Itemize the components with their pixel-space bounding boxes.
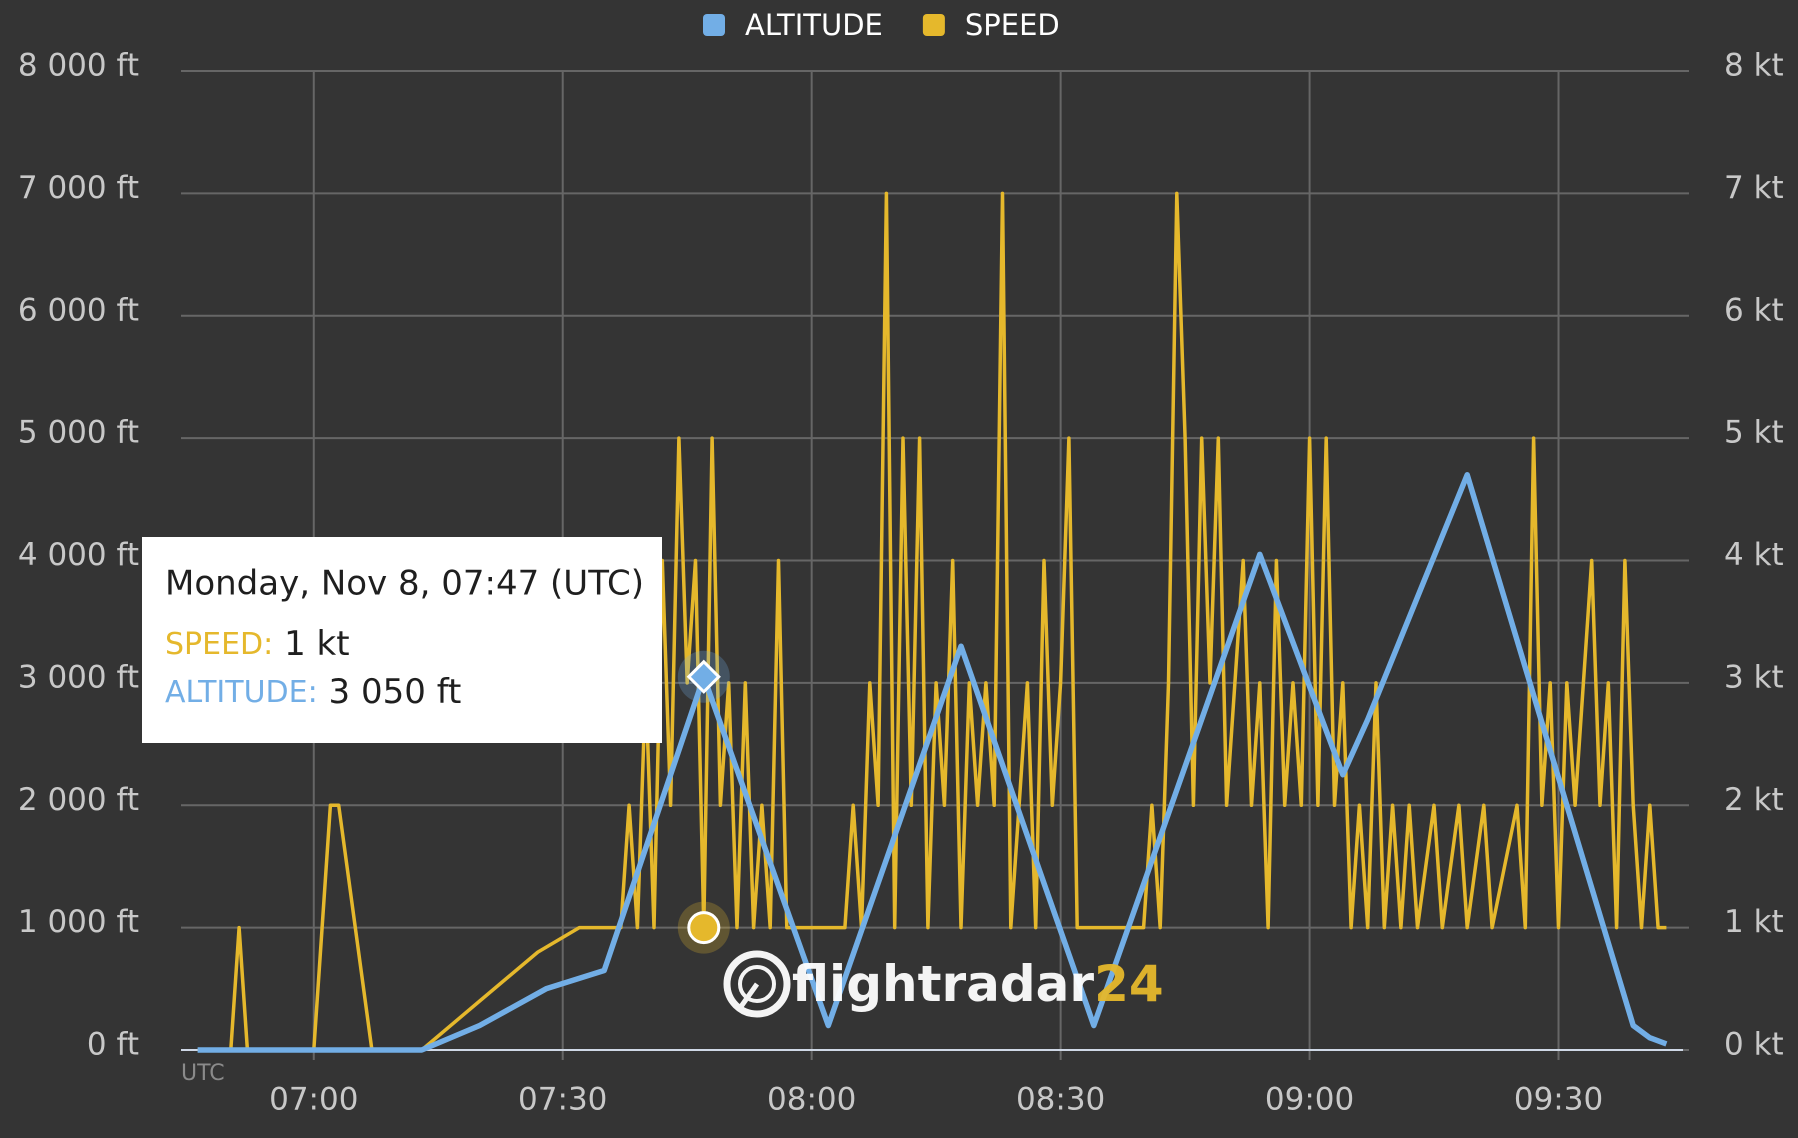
hover-point: [686, 659, 721, 694]
x-tick-label: 07:00: [269, 1082, 358, 1118]
watermark-logo: [723, 950, 791, 1018]
x-tick-label: 08:30: [1016, 1082, 1105, 1118]
hover-markers: [677, 650, 730, 954]
x-tick-label: 09:00: [1265, 1082, 1354, 1118]
watermark-accent: 24: [1094, 955, 1164, 1013]
y-tick-label: 1 000 ft: [18, 904, 139, 940]
tooltip-altitude-label: ALTITUDE:: [165, 675, 318, 710]
y-tick-label: 0 ft: [87, 1027, 139, 1063]
tooltip-altitude: ALTITUDE: 3 050 ft: [165, 672, 461, 712]
tooltip-speed-label: SPEED:: [165, 627, 273, 662]
watermark-text: flightradar24: [792, 955, 1164, 1013]
x-tick-label: 09:30: [1514, 1082, 1603, 1118]
x-axis-label: UTC: [181, 1061, 225, 1086]
series-line: [197, 191, 1667, 1052]
legend-swatch: [703, 14, 725, 36]
plot: [197, 191, 1668, 1053]
y2-tick-label: 0 kt: [1724, 1027, 1784, 1063]
y2-tick-label: 2 kt: [1724, 782, 1784, 818]
tooltip-speed-value: 1 kt: [284, 624, 349, 664]
legend-swatch: [922, 14, 945, 36]
y2-tick-label: 4 kt: [1724, 537, 1784, 573]
grid: 0 ft 1 000 ft 2 000 ft 3 000 ft 4 000 ft 5 00…: [18, 48, 1784, 1118]
y-tick-label: 4 000 ft: [18, 537, 139, 573]
watermark-name: flightradar: [792, 955, 1094, 1013]
y2-tick-label: 1 kt: [1724, 904, 1784, 940]
tooltip: Monday, Nov 8, 07:47 (UTC) SPEED: 1 kt A…: [142, 537, 662, 743]
legend: ALTITUDE SPEED: [703, 8, 1060, 42]
y-tick-label: 2 000 ft: [18, 782, 139, 818]
y2-tick-label: 5 kt: [1724, 415, 1784, 451]
hover-point: [687, 911, 721, 945]
tooltip-speed: SPEED: 1 kt: [165, 624, 350, 664]
tooltip-altitude-value: 3 050 ft: [329, 672, 462, 712]
y-tick-label: 8 000 ft: [18, 48, 139, 84]
y-tick-label: 6 000 ft: [18, 292, 139, 328]
y2-tick-label: 7 kt: [1724, 170, 1784, 206]
watermark: flightradar24: [723, 950, 1164, 1018]
tooltip-box: [142, 537, 662, 743]
x-tick-label: 07:30: [518, 1082, 607, 1118]
y-tick-label: 3 000 ft: [18, 659, 139, 695]
y2-tick-label: 3 kt: [1724, 659, 1784, 695]
watermark-logo: [738, 965, 776, 1003]
y2-tick-label: 6 kt: [1724, 292, 1784, 328]
series-line: [197, 472, 1668, 1053]
watermark-logo: [737, 982, 760, 1010]
x-tick-label: 08:00: [767, 1082, 856, 1118]
legend-label: ALTITUDE: [745, 8, 883, 42]
tooltip-title: Monday, Nov 8, 07:47 (UTC): [165, 564, 644, 604]
y2-tick-label: 8 kt: [1724, 48, 1784, 84]
legend-label: SPEED: [965, 8, 1060, 42]
y-tick-label: 5 000 ft: [18, 415, 139, 451]
y-tick-label: 7 000 ft: [18, 170, 139, 206]
